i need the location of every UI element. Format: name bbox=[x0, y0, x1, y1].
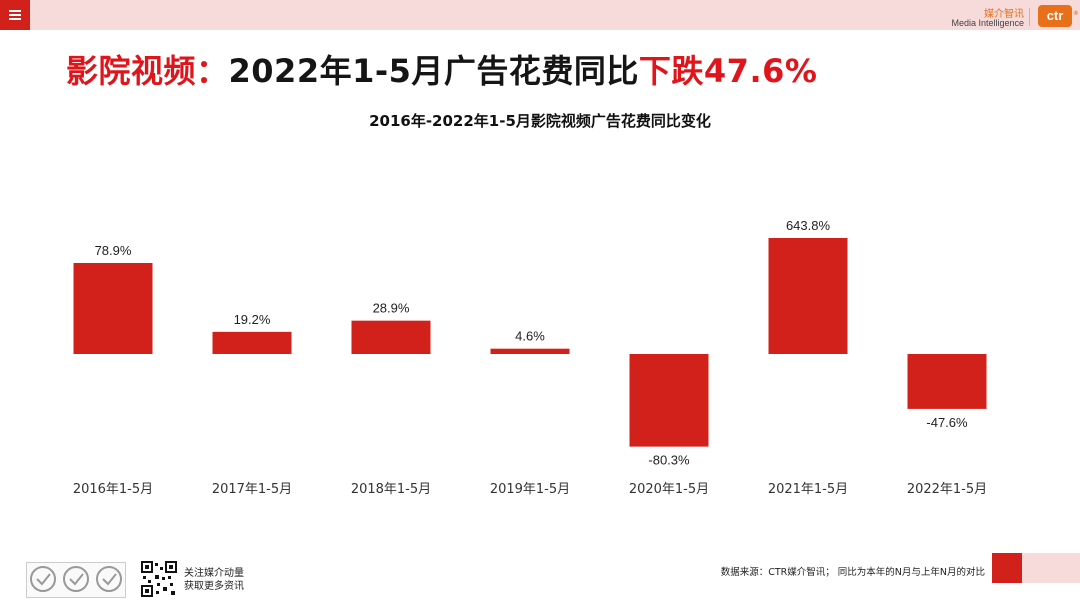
data-label-3: 4.6% bbox=[515, 329, 545, 344]
data-label-0: 78.9% bbox=[95, 243, 132, 258]
data-label-5: 643.8% bbox=[786, 218, 831, 233]
category-label-4: 2020年1-5月 bbox=[629, 482, 709, 497]
menu-icon-line bbox=[9, 18, 21, 20]
top-bar bbox=[0, 0, 1080, 30]
registered-mark: ® bbox=[1073, 11, 1078, 17]
menu-icon-line bbox=[9, 14, 21, 16]
category-label-0: 2016年1-5月 bbox=[73, 482, 153, 497]
menu-button[interactable] bbox=[0, 0, 30, 30]
bar-5 bbox=[768, 238, 848, 354]
data-source-note: 数据来源：CTR媒介智讯； 同比为本年的N月与上年N月的对比 bbox=[720, 567, 985, 578]
qr-code-icon[interactable] bbox=[141, 561, 177, 597]
data-label-1: 19.2% bbox=[234, 312, 271, 327]
category-label-3: 2019年1-5月 bbox=[490, 482, 570, 497]
bar-6 bbox=[907, 354, 987, 409]
ctr-badge: ctr ® bbox=[1038, 5, 1078, 27]
bar-chart: 78.9% 2016年1-5月 19.2% 2017年1-5月 28.9% 2018年1-… bbox=[73, 218, 987, 497]
corner-pink-block bbox=[1022, 553, 1080, 583]
logo-english-name: Media Intelligence bbox=[951, 18, 1024, 28]
headline-category: 影院视频： bbox=[66, 52, 229, 90]
bar-0 bbox=[73, 263, 153, 354]
headline-highlight: 下跌47.6% bbox=[638, 52, 818, 90]
data-label-4: -80.3% bbox=[648, 453, 690, 468]
corner-red-block bbox=[992, 553, 1022, 583]
logo-separator bbox=[1029, 8, 1030, 26]
qr-caption-line1: 关注媒介动量 bbox=[184, 568, 244, 579]
data-label-6: -47.6% bbox=[926, 415, 968, 430]
sgs-certification-icons bbox=[30, 566, 122, 592]
category-label-6: 2022年1-5月 bbox=[907, 482, 987, 497]
qr-caption-line2: 获取更多资讯 bbox=[184, 581, 244, 592]
bar-4 bbox=[629, 354, 709, 447]
ctr-badge-text: ctr bbox=[1046, 8, 1064, 23]
bar-2 bbox=[351, 320, 431, 354]
bar-3 bbox=[490, 348, 570, 354]
category-label-1: 2017年1-5月 bbox=[212, 482, 292, 497]
category-label-2: 2018年1-5月 bbox=[351, 482, 431, 497]
data-label-2: 28.9% bbox=[373, 301, 410, 316]
certification-badges bbox=[26, 562, 126, 598]
chart-title: 2016年-2022年1-5月影院视频广告花费同比变化 bbox=[369, 112, 711, 130]
logo-chinese-name: 媒介智讯 bbox=[984, 9, 1024, 20]
ctr-logo: 媒介智讯 Media Intelligence ctr ® bbox=[922, 3, 1078, 29]
headline-body: 2022年1-5月广告花费同比 bbox=[228, 52, 639, 90]
page-headline: 影院视频：2022年1-5月广告花费同比下跌47.6% bbox=[66, 46, 817, 92]
category-label-5: 2021年1-5月 bbox=[768, 482, 848, 497]
qr-caption: 关注媒介动量 获取更多资讯 bbox=[184, 567, 244, 593]
bar-1 bbox=[212, 331, 292, 354]
menu-icon-line bbox=[9, 10, 21, 12]
